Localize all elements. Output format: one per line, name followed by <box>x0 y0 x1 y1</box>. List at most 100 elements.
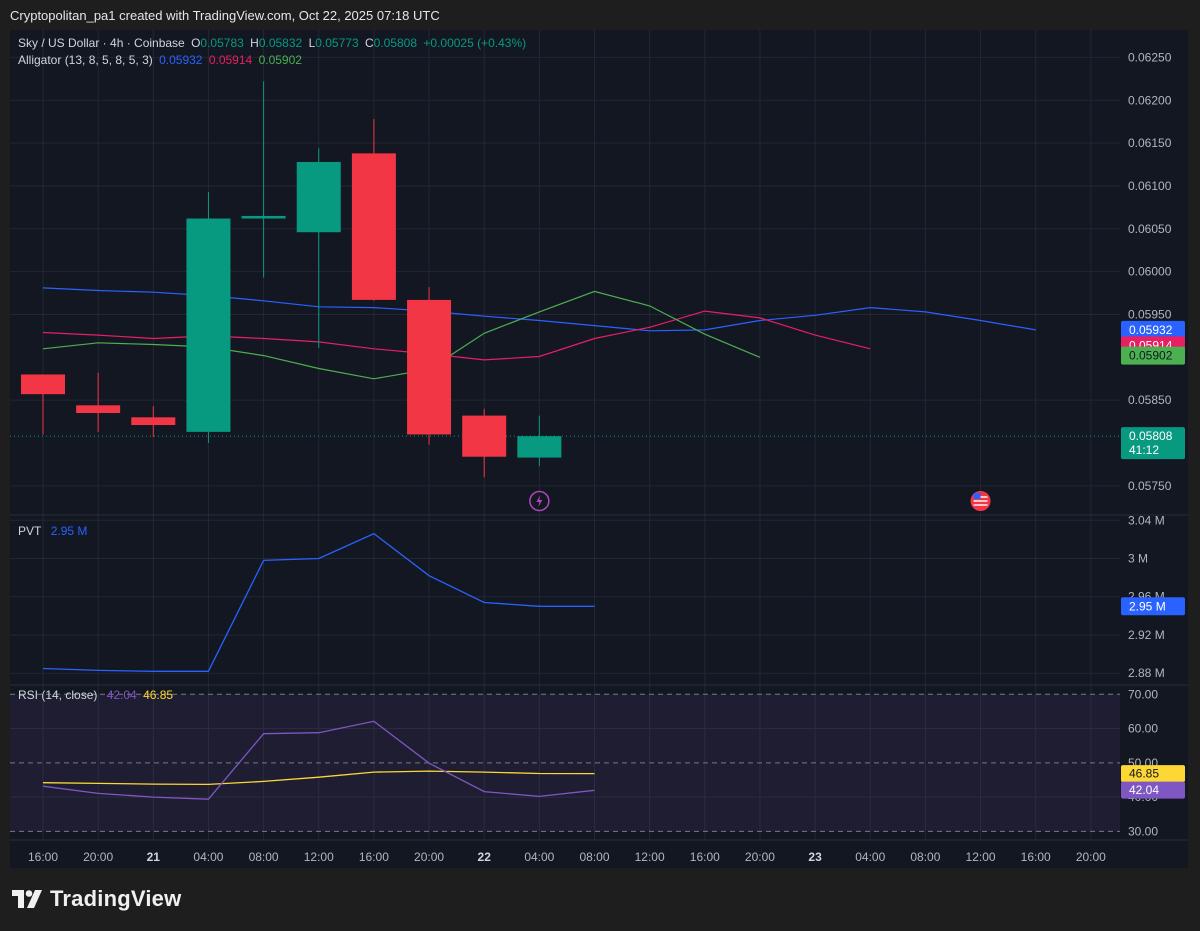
last-price-tag-bg <box>1121 427 1185 460</box>
rsi-ma-value-tag-bg <box>1121 765 1185 783</box>
rsi-value: 42.04 <box>106 688 137 702</box>
time-tick-label: 04:00 <box>193 850 223 864</box>
low-label: L <box>308 36 316 50</box>
symbol-name: Sky / US Dollar · 4h · Coinbase <box>18 36 185 50</box>
time-tick-label: 16:00 <box>359 850 389 864</box>
pvt-tick-label: 3.04 M <box>1128 513 1165 527</box>
candle-body <box>131 417 176 426</box>
rsi-tick-label: 70.00 <box>1128 687 1158 701</box>
alligator-teeth-line <box>42 310 871 361</box>
time-tick-label: 23 <box>808 850 822 864</box>
price-tick-label: 0.06150 <box>1128 136 1172 150</box>
close-label: C <box>364 36 374 50</box>
price-tick-label: 0.06000 <box>1128 265 1172 279</box>
price-tick-label: 0.05950 <box>1128 307 1172 321</box>
rsi-legend: RSI (14, close) 42.04 46.85 <box>18 688 176 702</box>
pvt-line <box>42 532 595 672</box>
jaw-price-tag-bg <box>1121 320 1185 339</box>
pvt-label: PVT <box>18 524 42 538</box>
rsi-band <box>10 694 1120 832</box>
rsi-value-tag-bg <box>1121 781 1185 799</box>
time-tick-label: 20:00 <box>414 850 444 864</box>
tradingview-logo-icon <box>12 890 42 908</box>
pvt-legend: PVT 2.95 M <box>18 524 90 538</box>
alligator-lips-value: 0.05902 <box>258 53 302 67</box>
pvt-value: 2.95 M <box>50 524 88 538</box>
low-value: 0.05773 <box>315 36 359 50</box>
countdown-tag: 41:12 <box>1129 443 1159 457</box>
candle-body <box>351 153 396 300</box>
rsi-ma-value-tag: 46.85 <box>1129 767 1159 781</box>
time-tick-label: 04:00 <box>524 850 554 864</box>
time-tick-label: 21 <box>147 850 161 864</box>
rsi-ma-value: 46.85 <box>143 688 174 702</box>
time-tick-label: 08:00 <box>910 850 940 864</box>
alligator-lips-line <box>42 290 761 380</box>
candle-body <box>76 405 121 414</box>
time-tick-label: 20:00 <box>83 850 113 864</box>
alligator-jaw-value: 0.05932 <box>159 53 203 67</box>
pvt-value-tag: 2.95 M <box>1129 599 1166 613</box>
pvt-value-tag-bg <box>1121 597 1185 616</box>
candle-body <box>296 161 341 233</box>
last-price-tag: 0.05808 <box>1129 429 1173 443</box>
pvt-line <box>42 532 595 672</box>
rsi-ma-line <box>42 770 595 786</box>
tradingview-logo[interactable]: TradingView <box>12 886 181 912</box>
frame-edge <box>10 868 1188 870</box>
pvt-tick-label: 3 M <box>1128 552 1148 566</box>
rsi-label: RSI (14, close) <box>18 688 98 702</box>
lips-price-tag: 0.05902 <box>1129 349 1173 363</box>
candle-body <box>517 436 562 458</box>
alligator-label: Alligator (13, 8, 5, 8, 5, 3) <box>18 53 153 67</box>
time-tick-label: 12:00 <box>966 850 996 864</box>
price-tick-label: 0.06250 <box>1128 50 1172 64</box>
high-label: H <box>250 36 259 50</box>
pvt-tick-label: 2.88 M <box>1128 666 1165 680</box>
rsi-background-band <box>10 694 1120 832</box>
close-value: 0.05808 <box>373 36 418 50</box>
chart-credit: Cryptopolitan_pa1 created with TradingVi… <box>10 8 440 23</box>
us-flag-canton <box>973 493 981 499</box>
rsi-value-tag: 42.04 <box>1129 783 1159 797</box>
time-tick-label: 12:00 <box>304 850 334 864</box>
open-label: O <box>191 36 201 50</box>
lips-price-tag-bg <box>1121 346 1185 365</box>
alligator-legend: Alligator (13, 8, 5, 8, 5, 3) 0.05932 0.… <box>18 53 305 67</box>
time-tick-label: 16:00 <box>1021 850 1051 864</box>
event-icons <box>529 490 991 512</box>
symbol-legend: Sky / US Dollar · 4h · Coinbase O0.05783… <box>18 36 529 50</box>
pvt-tick-label: 2.92 M <box>1128 628 1165 642</box>
open-value: 0.05783 <box>200 36 244 50</box>
candle-body <box>462 415 507 457</box>
price-tick-label: 0.06050 <box>1128 222 1172 236</box>
time-tick-label: 20:00 <box>745 850 775 864</box>
high-value: 0.05832 <box>258 36 303 50</box>
time-tick-label: 16:00 <box>690 850 720 864</box>
time-tick-label: 04:00 <box>855 850 885 864</box>
candles <box>21 81 562 478</box>
time-tick-label: 20:00 <box>1076 850 1106 864</box>
rsi-tick-label: 60.00 <box>1128 722 1158 736</box>
price-tick-label: 0.05850 <box>1128 393 1172 407</box>
candle-body <box>407 299 452 435</box>
time-tick-label: 08:00 <box>579 850 609 864</box>
rsi-lines <box>42 720 595 800</box>
time-tick-label: 22 <box>478 850 492 864</box>
alligator-teeth-value: 0.05914 <box>208 53 253 67</box>
jaw-price-tag: 0.05932 <box>1129 323 1173 337</box>
candle-body <box>186 218 231 432</box>
candle-body <box>21 374 65 395</box>
change-value: +0.00025 (+0.43%) <box>423 36 527 50</box>
price-tick-label: 0.06200 <box>1128 93 1172 107</box>
price-tick-label: 0.06100 <box>1128 179 1172 193</box>
time-tick-label: 12:00 <box>635 850 665 864</box>
candle-body <box>241 215 286 219</box>
rsi-tick-label: 30.00 <box>1128 824 1158 838</box>
rsi-line <box>42 720 595 800</box>
price-tick-label: 0.05750 <box>1128 479 1172 493</box>
time-tick-label: 16:00 <box>28 850 58 864</box>
time-tick-label: 08:00 <box>249 850 279 864</box>
